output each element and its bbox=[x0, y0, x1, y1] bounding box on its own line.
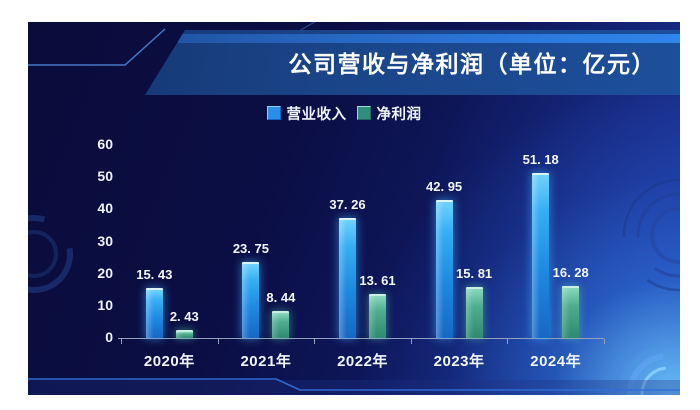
bar bbox=[339, 218, 356, 338]
bar-value-label: 42. 95 bbox=[426, 179, 463, 194]
background-decorations bbox=[28, 22, 680, 395]
bar bbox=[272, 311, 290, 338]
x-axis-tick bbox=[314, 339, 316, 344]
profit-swatch-icon bbox=[356, 106, 371, 120]
x-axis-label: 2020年 bbox=[143, 353, 195, 370]
y-axis-label: 60 bbox=[97, 136, 113, 152]
bar bbox=[562, 286, 580, 338]
x-axis-label: 2023年 bbox=[433, 353, 485, 370]
plot-area: 0 10 20 30 40 50 60 15. 43 2. 43 2020年 23. 75 8. 44… bbox=[28, 22, 680, 395]
bar-value-label: 23. 75 bbox=[232, 241, 269, 256]
y-axis-label: 40 bbox=[97, 200, 113, 217]
bar-value-label: 13. 61 bbox=[359, 273, 396, 288]
bar-value-label: 15. 81 bbox=[456, 266, 493, 281]
bar-value-label: 15. 43 bbox=[136, 267, 173, 282]
y-axis-label: 0 bbox=[105, 329, 113, 345]
bar bbox=[145, 288, 163, 338]
right-ring-icon bbox=[622, 178, 680, 292]
x-axis-line bbox=[118, 338, 604, 339]
x-axis-tick bbox=[507, 339, 509, 344]
bar bbox=[175, 330, 193, 338]
bar-value-label: 8. 44 bbox=[266, 290, 296, 305]
header-accent-line bbox=[28, 28, 166, 66]
title-banner: 公司营收与净利润（单位：亿元） bbox=[145, 30, 680, 95]
bar bbox=[532, 173, 550, 338]
y-axis-label: 50 bbox=[97, 168, 113, 185]
x-axis-label: 2021年 bbox=[240, 353, 292, 370]
y-axis-label: 20 bbox=[97, 264, 113, 281]
chart-legend: 营业收入 净利润 bbox=[28, 103, 670, 123]
bar-value-label: 2. 43 bbox=[169, 309, 199, 324]
footer-accent-line bbox=[28, 378, 680, 391]
legend-label: 净利润 bbox=[376, 106, 422, 123]
legend-label: 营业收入 bbox=[286, 106, 347, 123]
x-axis-tick bbox=[121, 339, 122, 344]
dashboard-panel: 公司营收与净利润（单位：亿元） 营业收入 净利润 0 10 20 30 40 50 60 15… bbox=[28, 22, 680, 395]
x-axis-label: 2022年 bbox=[337, 353, 388, 370]
page-title: 公司营收与净利润（单位：亿元） bbox=[288, 51, 656, 77]
left-ring-icon bbox=[28, 215, 73, 293]
y-axis-label: 30 bbox=[97, 232, 113, 249]
revenue-swatch-icon bbox=[266, 106, 281, 120]
x-axis-tick bbox=[604, 339, 605, 344]
bar bbox=[242, 262, 260, 338]
bar-value-label: 37. 26 bbox=[329, 197, 366, 212]
legend-item-profit: 净利润 bbox=[356, 103, 422, 124]
x-axis-label: 2024年 bbox=[530, 353, 582, 370]
bar bbox=[369, 294, 386, 338]
legend-item-revenue: 营业收入 bbox=[266, 103, 347, 124]
x-axis-tick bbox=[410, 339, 412, 344]
bar bbox=[465, 287, 483, 338]
x-axis-tick bbox=[217, 339, 219, 344]
y-axis-label: 10 bbox=[97, 296, 113, 313]
bar-value-label: 16. 28 bbox=[552, 265, 589, 280]
bar-value-label: 51. 18 bbox=[522, 152, 559, 167]
bottom-right-ring-icon bbox=[613, 339, 680, 395]
bar bbox=[435, 200, 453, 338]
